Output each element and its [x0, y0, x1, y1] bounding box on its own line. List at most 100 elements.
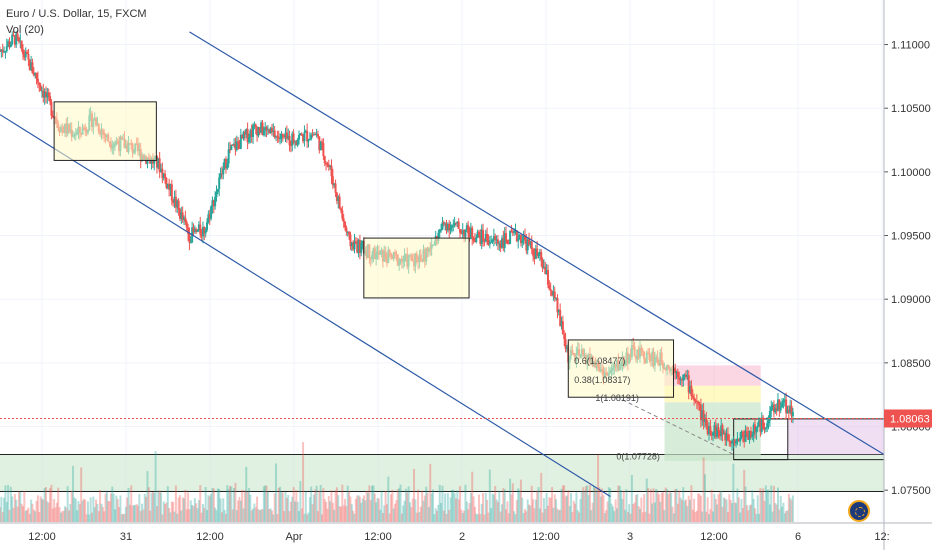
- volume-bar: [51, 508, 54, 522]
- volume-bar: [426, 492, 429, 522]
- volume-bar: [109, 493, 112, 522]
- volume-bar: [556, 508, 559, 522]
- volume-bar: [65, 507, 68, 522]
- candle-body: [38, 82, 41, 86]
- volume-bar: [395, 500, 398, 522]
- volume-bar: [154, 451, 157, 522]
- volume-bar: [276, 514, 279, 522]
- volume-bar: [575, 492, 578, 522]
- volume-bar: [227, 489, 230, 522]
- volume-bar: [24, 510, 27, 522]
- candle-body: [42, 90, 45, 98]
- volume-bar: [250, 510, 253, 522]
- candle-body: [212, 200, 215, 207]
- volume-bar: [231, 509, 234, 522]
- candle-body: [258, 127, 261, 133]
- volume-bar: [648, 513, 651, 522]
- volume-bar: [310, 486, 313, 522]
- candle-body: [184, 217, 187, 222]
- volume-bar: [316, 511, 319, 522]
- candle-body: [484, 233, 487, 242]
- volume-bar: [790, 499, 793, 522]
- volume-bar: [283, 510, 286, 522]
- volume-bar: [218, 488, 221, 522]
- volume-bar: [146, 471, 149, 522]
- volume-bar: [311, 504, 314, 522]
- candle-body: [768, 411, 771, 421]
- chart-legend: Euro / U.S. Dollar, 15, FXCM Vol (20): [6, 6, 147, 38]
- volume-bar: [270, 510, 273, 522]
- volume-bar: [97, 511, 100, 522]
- candle-body: [20, 40, 23, 50]
- volume-bar: [685, 499, 688, 522]
- candle-body: [299, 133, 302, 136]
- volume-bar: [706, 497, 709, 522]
- volume-bar: [429, 463, 432, 522]
- candle-body: [675, 371, 678, 374]
- volume-bar: [245, 466, 248, 522]
- volume-bar: [153, 492, 156, 522]
- volume-bar: [147, 487, 150, 522]
- volume-bar: [571, 511, 574, 522]
- volume-bar: [444, 493, 447, 522]
- time-tick-label: 12:00: [28, 531, 56, 543]
- candle-body: [11, 34, 14, 45]
- candle-body: [0, 49, 3, 52]
- candle-body: [272, 130, 275, 132]
- volume-bar: [672, 513, 675, 522]
- volume-bar: [187, 492, 190, 522]
- candle-body: [176, 200, 179, 208]
- volume-bar: [54, 507, 57, 522]
- volume-bar: [150, 493, 153, 522]
- volume-bar: [438, 484, 441, 522]
- volume-bar: [252, 508, 255, 522]
- volume-bar: [732, 463, 735, 522]
- volume-bar: [545, 493, 548, 522]
- candle-body: [165, 177, 168, 188]
- volume-bar: [477, 494, 480, 522]
- volume-bar: [676, 503, 679, 522]
- tradingview-logo-icon[interactable]: [848, 500, 870, 522]
- volume-bar: [3, 497, 6, 522]
- volume-bar: [211, 488, 214, 522]
- candle-body: [526, 239, 529, 251]
- candle-body: [12, 34, 15, 36]
- volume-bar: [407, 486, 410, 522]
- candle-body: [552, 291, 555, 296]
- volume-bar: [657, 494, 660, 522]
- candle-body: [764, 427, 767, 430]
- volume-bar: [422, 500, 425, 522]
- volume-bar: [143, 493, 146, 522]
- candle-body: [338, 196, 341, 209]
- candle-body: [280, 133, 283, 139]
- candle-body: [30, 62, 33, 70]
- volume-bar: [638, 508, 641, 522]
- time-tick-label: 31: [120, 531, 132, 543]
- volume-bar: [495, 499, 498, 522]
- volume-bar: [622, 491, 625, 522]
- candle-body: [438, 229, 441, 233]
- volume-bar: [115, 495, 118, 522]
- volume-bar: [710, 489, 713, 522]
- candle-body: [327, 164, 330, 168]
- volume-bar: [357, 495, 360, 522]
- volume-bar: [120, 514, 123, 522]
- volume-bar: [289, 501, 292, 522]
- candle-body: [437, 232, 440, 242]
- candle-body: [748, 431, 751, 440]
- volume-bar: [701, 511, 704, 522]
- volume-bar: [242, 508, 245, 522]
- candle-body: [153, 158, 156, 164]
- volume-bar: [230, 486, 233, 522]
- volume-bar: [514, 514, 517, 522]
- volume-bar: [517, 488, 520, 522]
- volume-bar: [752, 499, 755, 522]
- volume-bar: [713, 494, 716, 522]
- volume-bar: [557, 510, 560, 522]
- volume-bar: [356, 495, 359, 522]
- volume-bar: [580, 491, 583, 522]
- volume-bar: [682, 487, 685, 522]
- volume-bar: [265, 485, 268, 522]
